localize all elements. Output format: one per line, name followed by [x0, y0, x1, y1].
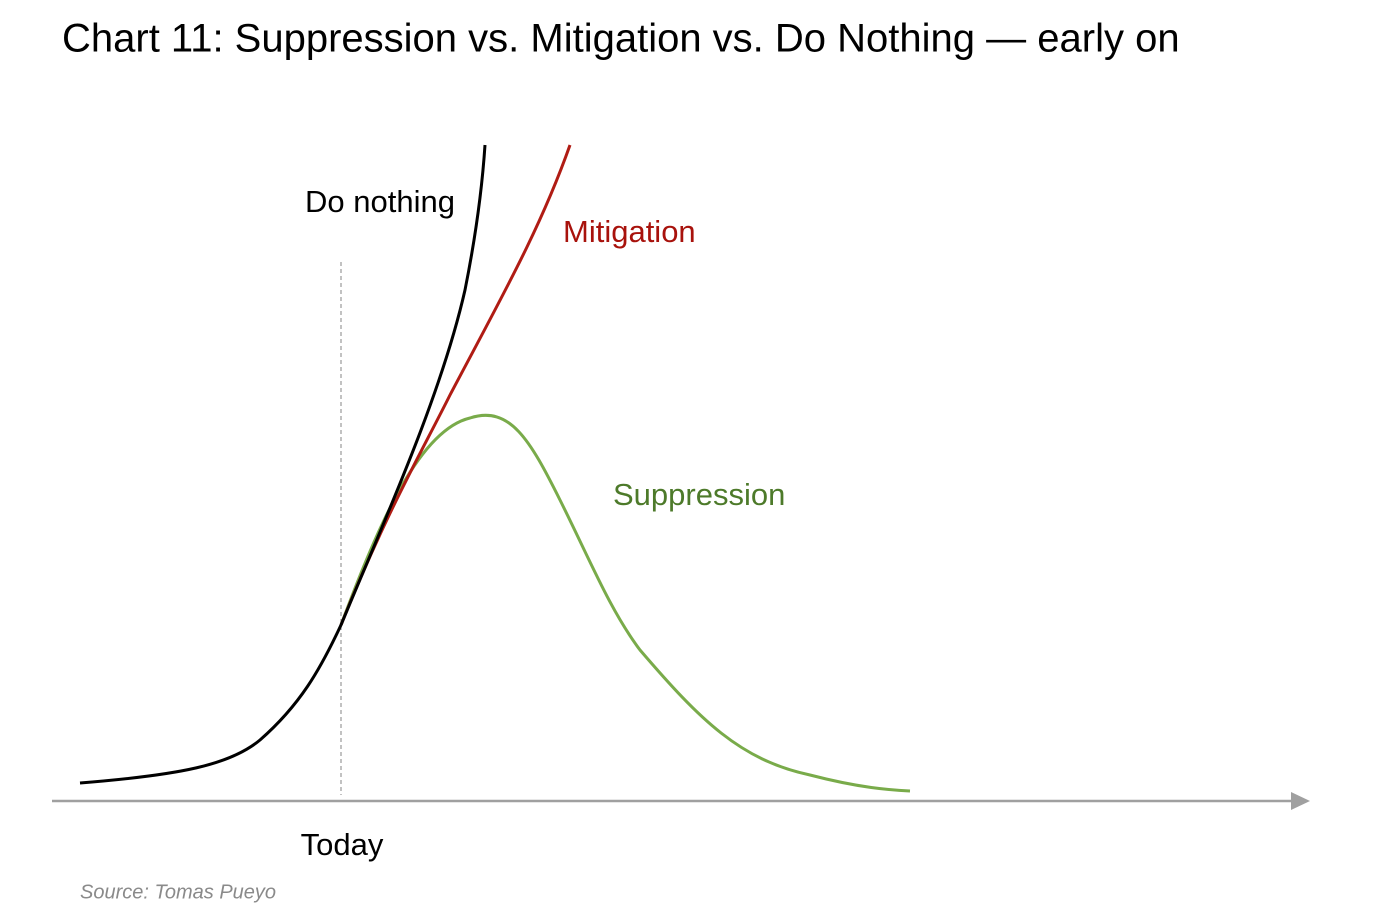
do-nothing-curve — [79, 144, 487, 785]
series-label: Suppression — [613, 477, 785, 512]
series-label: Mitigation — [563, 214, 696, 249]
chart-title: Chart 11: Suppression vs. Mitigation vs.… — [62, 17, 1180, 61]
suppression-curve — [339, 413, 911, 793]
series-label: Do nothing — [305, 184, 455, 219]
x-axis-arrow — [1291, 792, 1310, 810]
today-label: Today — [301, 827, 384, 862]
source-note: Source: Tomas Pueyo — [80, 881, 276, 903]
